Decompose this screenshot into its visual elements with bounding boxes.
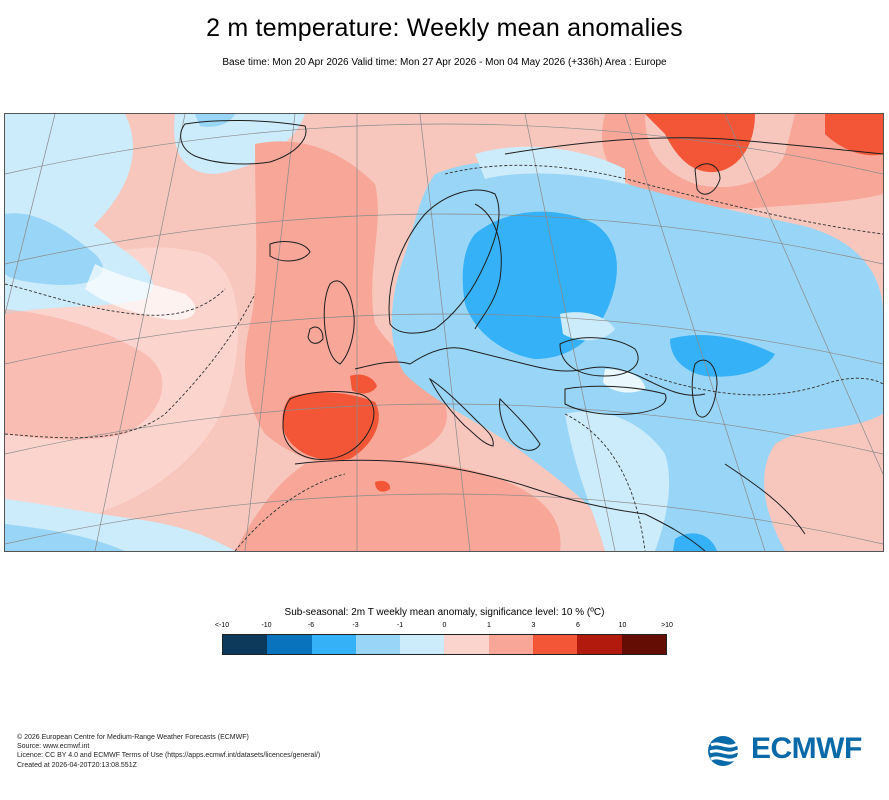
anomaly-region [174,114,305,174]
licence-text: Licence: CC BY 4.0 and ECMWF Terms of Us… [17,752,321,760]
map-canvas [5,114,883,551]
anomaly-region [5,213,103,285]
copyright-text: © 2026 European Centre for Medium-Range … [17,734,249,741]
legend-tick: 6 [576,622,580,629]
colorbar-bin [355,635,401,654]
chart-title: 2 m temperature: Weekly mean anomalies [206,14,683,42]
legend-tick: -6 [307,622,315,629]
ecmwf-waves-icon [708,736,749,766]
colorbar-bin [444,635,489,654]
colorbar [222,634,667,655]
legend-tick: 3 [531,622,536,629]
anomaly-region [525,322,570,353]
legend-title: Sub-seasonal: 2m T weekly mean anomaly, … [284,607,605,618]
legend-tick: 10 [618,622,627,629]
anomaly-region [670,334,775,377]
anomaly-region [560,312,615,341]
ecmwf-logo: ECMWF [707,731,875,771]
legend-tick: <-10 [214,622,230,629]
anomaly-region [5,524,125,551]
source-text: Source: www.ecmwf.int [17,743,90,751]
significance-contours [5,164,883,551]
anomaly-region [195,114,235,127]
colorbar-bin [577,635,622,654]
colorbar-bin [311,635,356,654]
anomaly-region [645,114,755,173]
anomaly-map[interactable] [4,113,884,552]
anomaly-region [475,146,625,184]
anomaly-region [85,264,196,320]
legend-tick: -3 [352,622,359,629]
anomaly-region [565,411,670,551]
colorbar-bin [223,635,268,654]
colorbar-bin [621,635,666,654]
colorbar-bin [400,635,445,654]
colorbar-bin [488,635,534,654]
footer-credits: © 2026 European Centre for Medium-Range … [17,733,320,770]
anomaly-region [602,114,883,209]
legend-ticks: <-10 -10 -6 -3 -1 0 1 3 6 10 >10 [215,622,673,632]
graticule [5,114,883,551]
anomaly-region [235,458,561,551]
legend-tick: >10 [661,622,673,629]
anomaly-region [282,392,379,461]
created-text: Created at 2026-04-20T20:13:08.551Z [17,761,137,769]
colorbar-bin [533,635,578,654]
chart-subtitle: Base time: Mon 20 Apr 2026 Valid time: M… [222,57,667,68]
anomaly-region [825,114,883,156]
anomaly-region [375,480,391,492]
legend-tick: -10 [261,622,272,629]
legend-tick: -1 [396,622,404,629]
legend-tick: 1 [487,622,491,629]
colorbar-bin [267,635,312,654]
logo-text: ECMWF [751,732,862,765]
anomaly-region [245,141,447,468]
legend-tick: 0 [442,622,447,629]
anomaly-region [673,533,717,551]
anomaly-region [5,309,163,440]
coastlines [180,119,883,551]
